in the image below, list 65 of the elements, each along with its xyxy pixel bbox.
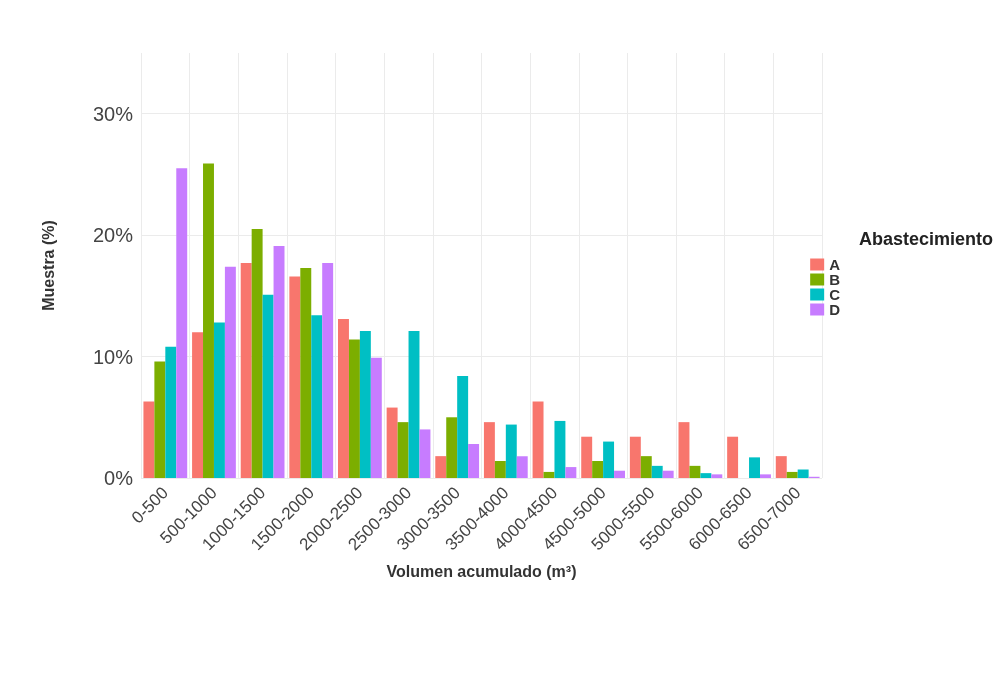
bar (143, 401, 155, 478)
y-tick-label: 30% (92, 102, 134, 125)
bar (727, 436, 739, 478)
bar (640, 456, 652, 478)
legend-label: B (829, 271, 841, 288)
bar (240, 263, 252, 478)
y-tick-label: 20% (92, 224, 134, 247)
bar (311, 315, 323, 478)
legend-label: D (829, 301, 841, 318)
bar (749, 457, 760, 478)
bar (581, 436, 593, 478)
bar (614, 470, 625, 478)
bar (711, 474, 723, 478)
bar (651, 465, 663, 478)
bar (700, 473, 712, 478)
bar (273, 246, 285, 478)
bar (457, 376, 469, 478)
y-axis-title: Muestra (%) (39, 220, 57, 311)
bar (494, 461, 506, 478)
bar (408, 331, 420, 478)
y-tick-label: 10% (92, 345, 134, 368)
bar (370, 357, 382, 478)
bar (759, 474, 771, 478)
bar (419, 429, 431, 478)
legend-label: A (829, 256, 841, 273)
bar (603, 441, 615, 478)
bar (483, 422, 495, 478)
bar (154, 361, 166, 478)
bar (359, 331, 371, 478)
bar (165, 346, 177, 478)
bar (322, 263, 334, 478)
bar (338, 318, 349, 478)
bar (797, 469, 809, 478)
bar (516, 456, 528, 478)
legend-label: C (829, 286, 841, 303)
bar (786, 471, 798, 478)
bar (213, 322, 225, 478)
bar (554, 420, 566, 478)
bar (565, 467, 577, 478)
bar (532, 401, 544, 478)
bar (543, 471, 555, 478)
bar (192, 332, 204, 478)
bar (678, 422, 690, 478)
bar (224, 266, 236, 478)
bar (397, 422, 409, 478)
legend-title: Abastecimiento (858, 229, 994, 249)
bar (629, 436, 641, 478)
bar (689, 465, 701, 478)
bar (662, 470, 674, 478)
bar (446, 417, 458, 478)
bar (203, 163, 214, 478)
bar (505, 424, 517, 478)
y-tick-label: 0% (104, 467, 134, 489)
bar (251, 229, 263, 478)
bar (176, 168, 188, 478)
x-axis-title: Volumen acumulado (m³) (386, 562, 577, 580)
bar (592, 461, 604, 478)
bar (435, 456, 447, 478)
bar (262, 294, 274, 478)
bar (775, 456, 787, 478)
bar (300, 267, 312, 478)
bar (386, 407, 398, 478)
bar (348, 339, 360, 478)
bar (289, 276, 301, 478)
bar (468, 444, 480, 478)
